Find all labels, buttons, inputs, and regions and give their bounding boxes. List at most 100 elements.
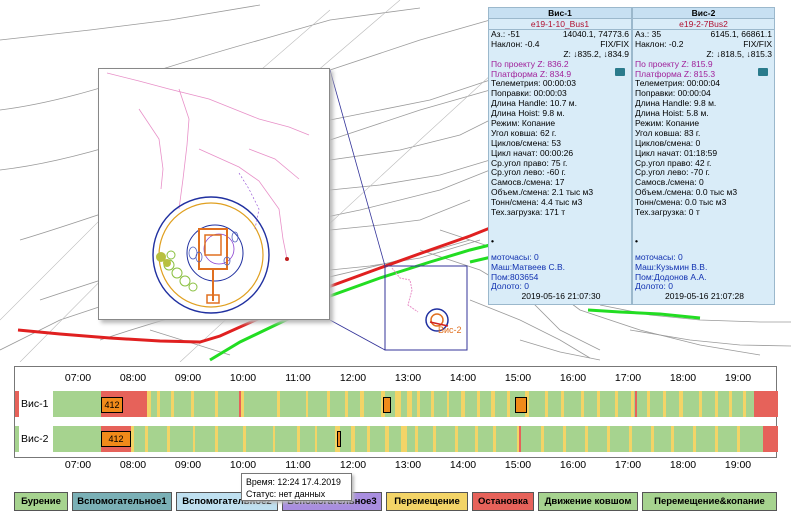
- lane-vis1[interactable]: Вис-1: [15, 391, 778, 417]
- info-line: Длина Handle: 9.8 м.: [635, 98, 717, 109]
- status-move[interactable]: [273, 426, 275, 452]
- event-marker[interactable]: [383, 397, 391, 413]
- track-line: [198, 148, 288, 260]
- status-move[interactable]: [243, 426, 246, 452]
- status-move[interactable]: [491, 391, 495, 417]
- legend-moving-digging[interactable]: Перемещение&копание: [642, 492, 777, 511]
- status-move[interactable]: [743, 391, 746, 417]
- hour-tick: 08:00: [119, 459, 147, 471]
- status-move[interactable]: [629, 426, 632, 452]
- legend-auxiliary-1[interactable]: Вспомогательное1: [72, 492, 172, 511]
- legend-moving[interactable]: Перемещение: [386, 492, 468, 511]
- event-marker[interactable]: 412: [101, 397, 123, 413]
- status-move[interactable]: [581, 391, 584, 417]
- status-move[interactable]: [561, 391, 564, 417]
- status-move[interactable]: [171, 391, 174, 417]
- status-move[interactable]: [191, 391, 194, 417]
- status-move[interactable]: [407, 391, 412, 417]
- status-move[interactable]: [167, 426, 170, 452]
- map-canvas[interactable]: Вис-2: [0, 0, 791, 363]
- event-marker[interactable]: 412: [101, 431, 131, 447]
- status-move[interactable]: [315, 426, 317, 452]
- status-move[interactable]: [651, 426, 654, 452]
- legend-stop[interactable]: Остановка: [472, 492, 534, 511]
- status-stop[interactable]: [635, 391, 637, 417]
- status-move[interactable]: [415, 426, 418, 452]
- status-digging[interactable]: [53, 391, 778, 417]
- status-move[interactable]: [145, 426, 148, 452]
- hour-tick: 11:00: [285, 372, 311, 384]
- status-move[interactable]: [671, 426, 674, 452]
- status-move[interactable]: [679, 391, 683, 417]
- status-move[interactable]: [447, 391, 449, 417]
- status-move[interactable]: [475, 426, 478, 452]
- status-move[interactable]: [729, 391, 732, 417]
- status-move[interactable]: [699, 391, 702, 417]
- excavator-vis2-marker[interactable]: Вис-2: [425, 308, 462, 335]
- hour-tick: 12:00: [339, 372, 367, 384]
- status-move[interactable]: [631, 391, 634, 417]
- event-marker[interactable]: [515, 397, 527, 413]
- status-move[interactable]: [493, 426, 496, 452]
- status-move[interactable]: [615, 391, 618, 417]
- status-move[interactable]: [417, 391, 420, 417]
- status-move[interactable]: [525, 391, 529, 417]
- status-move[interactable]: [297, 426, 300, 452]
- status-move[interactable]: [663, 391, 666, 417]
- status-move[interactable]: [131, 426, 134, 452]
- panel-title: Вис-1: [489, 8, 631, 19]
- status-move[interactable]: [715, 426, 718, 452]
- bit-count: Долото: 0: [491, 281, 529, 292]
- status-move[interactable]: [395, 391, 401, 417]
- status-move[interactable]: [647, 391, 650, 417]
- status-move[interactable]: [597, 391, 600, 417]
- legend-drilling[interactable]: Бурение: [14, 492, 68, 511]
- status-move[interactable]: [545, 391, 548, 417]
- truck-icon[interactable]: [758, 68, 768, 76]
- status-move[interactable]: [461, 391, 465, 417]
- status-move[interactable]: [455, 426, 458, 452]
- status-move[interactable]: [241, 391, 244, 417]
- status-move[interactable]: [507, 391, 510, 417]
- hour-tick: 12:00: [339, 459, 367, 471]
- status-move[interactable]: [737, 426, 740, 452]
- status-move[interactable]: [351, 426, 355, 452]
- tooltip-status: Статус: нет данных: [246, 489, 326, 499]
- truck-icon[interactable]: [615, 68, 625, 76]
- status-move[interactable]: [215, 426, 218, 452]
- status-move[interactable]: [147, 391, 151, 417]
- status-stop[interactable]: [239, 391, 241, 417]
- zoom-inset[interactable]: [98, 68, 330, 320]
- status-move[interactable]: [360, 391, 364, 417]
- status-move[interactable]: [477, 391, 480, 417]
- excavator-info-panel-vis1: Вис-1 e19-1-10_Bus1 Аз.: -51 14040.1, 747…: [488, 7, 632, 305]
- status-move[interactable]: [215, 391, 218, 417]
- legend-bucket-motion[interactable]: Движение ковшом: [538, 492, 638, 511]
- event-marker[interactable]: [337, 431, 341, 447]
- status-stop[interactable]: [754, 391, 778, 417]
- status-move[interactable]: [277, 391, 280, 417]
- swing-arc: [238, 172, 260, 230]
- status-move[interactable]: [693, 426, 696, 452]
- status-move[interactable]: [367, 426, 370, 452]
- status-move[interactable]: [345, 391, 348, 417]
- status-move[interactable]: [306, 391, 308, 417]
- status-move[interactable]: [517, 426, 520, 452]
- status-move[interactable]: [385, 426, 389, 452]
- status-move[interactable]: [193, 426, 195, 452]
- shift-timeline[interactable]: 07:00 08:00 09:00 10:00 11:00 12:00 13:0…: [14, 366, 778, 471]
- status-move[interactable]: [607, 426, 610, 452]
- status-stop[interactable]: [763, 426, 778, 452]
- status-move[interactable]: [157, 391, 160, 417]
- map-vehicle-label: Вис-2: [438, 325, 462, 335]
- status-move[interactable]: [431, 391, 434, 417]
- status-move[interactable]: [541, 426, 544, 452]
- status-stop[interactable]: [519, 426, 521, 452]
- status-move[interactable]: [401, 426, 407, 452]
- status-move[interactable]: [327, 391, 330, 417]
- lane-vis2[interactable]: Вис-2 412: [15, 426, 778, 452]
- status-move[interactable]: [433, 426, 436, 452]
- status-move[interactable]: [585, 426, 588, 452]
- status-move[interactable]: [563, 426, 566, 452]
- status-move[interactable]: [715, 391, 718, 417]
